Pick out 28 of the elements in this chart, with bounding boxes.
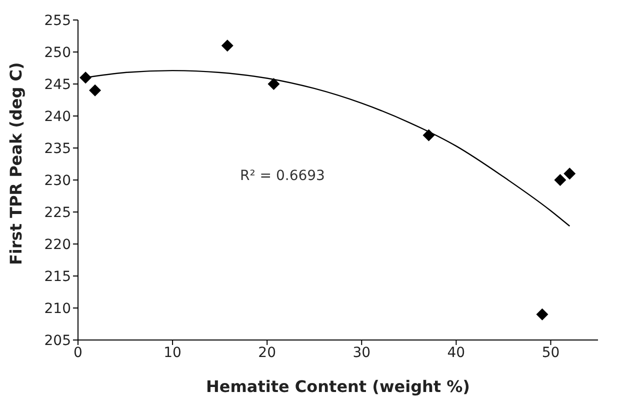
y-tick-label: 210 xyxy=(44,300,71,317)
y-tick-label: 240 xyxy=(44,108,71,125)
x-tick-label: 30 xyxy=(352,344,371,361)
y-tick-label: 255 xyxy=(44,12,71,29)
point xyxy=(221,40,234,52)
point xyxy=(89,84,102,96)
y-tick-label: 220 xyxy=(44,236,71,253)
x-tick-label: 20 xyxy=(258,344,276,361)
y-tick-label: 235 xyxy=(44,140,71,157)
point xyxy=(536,308,548,320)
x-tick-label: 40 xyxy=(447,344,466,361)
y-tick-label: 205 xyxy=(44,332,71,349)
y-tick-label: 215 xyxy=(44,268,71,285)
annotation: R² = 0.6693 xyxy=(240,168,325,184)
x-tick-label: 0 xyxy=(74,344,82,361)
point xyxy=(422,129,435,142)
x-axis-title: Hematite Content (weight %) xyxy=(206,377,470,396)
x-tick-label: 10 xyxy=(164,344,182,361)
y-tick-label: 250 xyxy=(44,44,71,61)
point xyxy=(268,78,280,90)
point xyxy=(564,168,576,180)
x-tick-label: 50 xyxy=(542,344,560,361)
y-axis-title: First TPR Peak (deg C) xyxy=(6,62,26,265)
point xyxy=(554,174,566,186)
y-tick-label: 245 xyxy=(44,76,71,93)
y-tick-label: 225 xyxy=(44,204,71,221)
y-tick-label: 230 xyxy=(44,172,71,189)
point xyxy=(80,72,92,84)
